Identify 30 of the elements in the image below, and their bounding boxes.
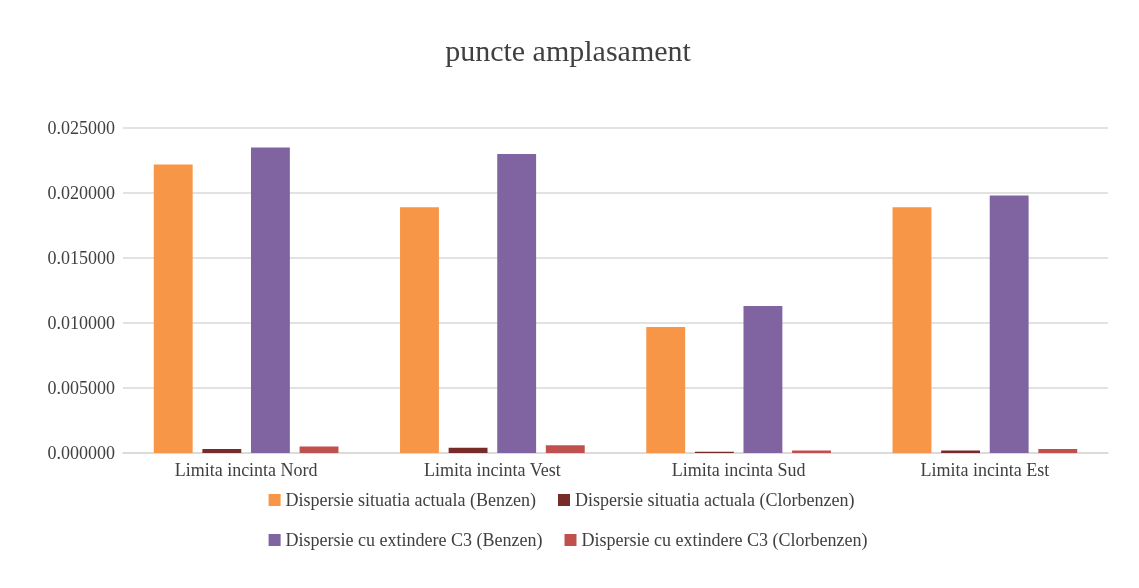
bar xyxy=(892,207,932,453)
bar xyxy=(448,447,488,453)
bar xyxy=(299,446,339,453)
bar xyxy=(989,195,1029,453)
y-tick-label: 0.015000 xyxy=(47,248,115,268)
x-tick-label: Limita incinta Nord xyxy=(174,460,318,480)
legend-label: Dispersie situatia actuala (Benzen) xyxy=(285,490,536,511)
bar xyxy=(202,449,242,453)
bar xyxy=(743,306,783,453)
legend-label: Dispersie cu extindere C3 (Clorbenzen) xyxy=(581,530,868,551)
y-tick-label: 0.025000 xyxy=(47,118,115,138)
bar xyxy=(792,450,831,453)
y-tick-label: 0.005000 xyxy=(47,378,115,398)
bar xyxy=(400,207,439,453)
bar xyxy=(545,445,585,453)
bar xyxy=(497,154,537,453)
x-tick-label: Limita incinta Sud xyxy=(671,460,806,480)
x-tick-label: Limita incinta Vest xyxy=(424,460,561,480)
bar xyxy=(1038,449,1078,453)
bar xyxy=(153,164,193,453)
bar xyxy=(941,450,981,453)
y-tick-label: 0.020000 xyxy=(47,183,115,203)
y-tick-label: 0.010000 xyxy=(47,313,115,333)
y-tick-label: 0.000000 xyxy=(47,443,115,463)
legend-label: Dispersie cu extindere C3 (Benzen) xyxy=(285,530,543,551)
x-tick-label: Limita incinta Est xyxy=(920,460,1050,480)
legend-label: Dispersie situatia actuala (Clorbenzen) xyxy=(574,490,855,511)
bar xyxy=(646,326,686,453)
bar xyxy=(250,147,290,453)
chart-title: puncte amplasament xyxy=(445,33,692,67)
